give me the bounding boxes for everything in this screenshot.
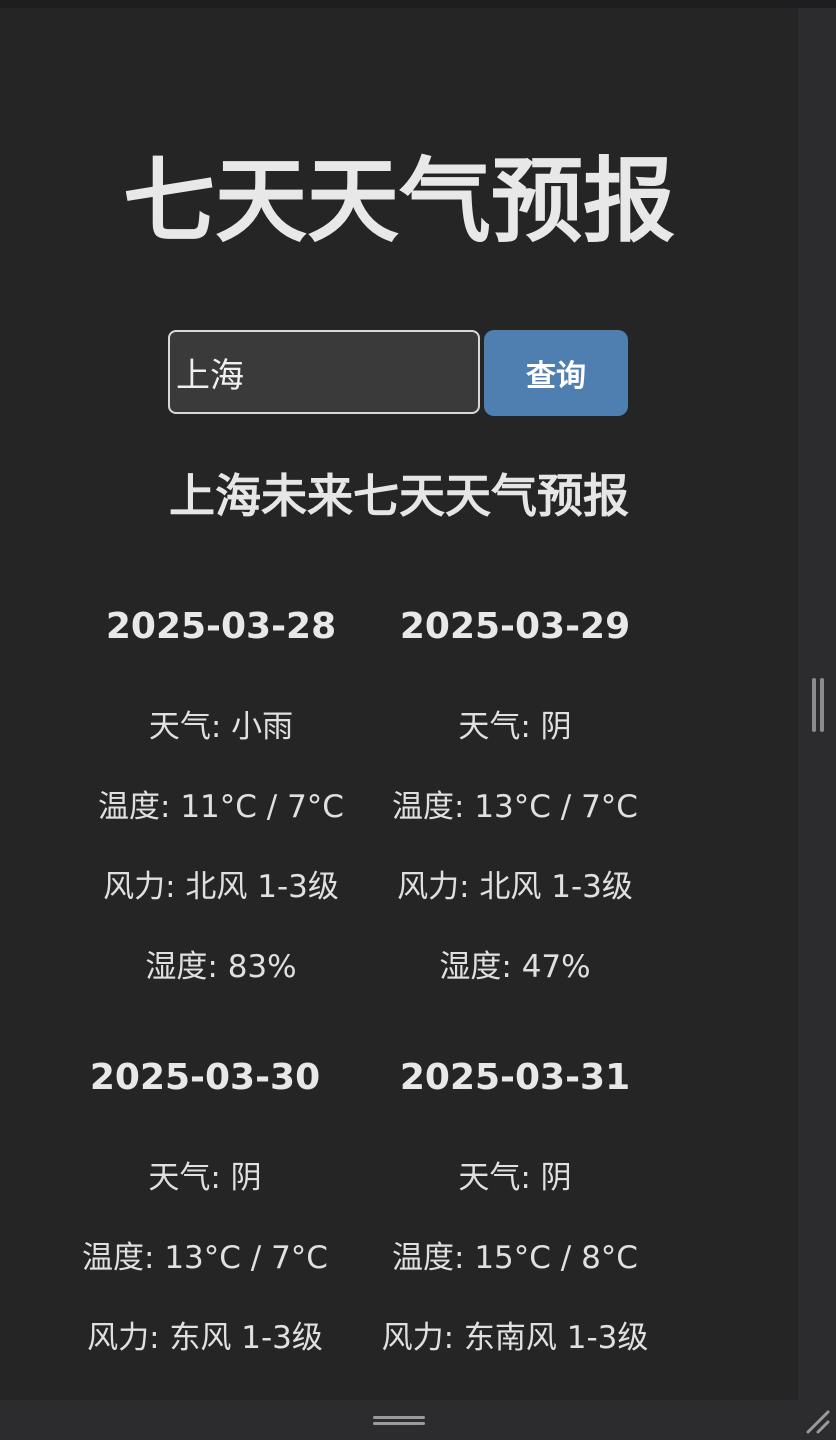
page-title: 七天天气预报 [122, 148, 675, 255]
forecast-card: 2025-03-30 天气: 阴 温度: 13°C / 7°C 风力: 东风 1… [55, 1048, 355, 1400]
resize-corner-icon[interactable] [804, 1408, 832, 1436]
forecast-weather: 天气: 小雨 [148, 709, 294, 745]
forecast-humidity: 湿度: 60% [365, 1378, 665, 1400]
forecast-card: 2025-03-28 天气: 小雨 温度: 11°C / 7°C 风力: 北风 … [71, 597, 371, 1007]
forecast-humidity: 湿度: 47% [439, 949, 591, 985]
forecast-date: 2025-03-30 [89, 1057, 321, 1098]
forecast-weather: 天气: 阴 [458, 1160, 572, 1196]
forecast-humidity: 湿度: 83% [145, 949, 297, 985]
forecast-card: 2025-03-29 天气: 阴 温度: 13°C / 7°C 风力: 北风 1… [365, 597, 665, 1007]
forecast-weather: 天气: 阴 [458, 709, 572, 745]
forecast-temperature: 温度: 13°C / 7°C [392, 789, 638, 825]
window-top-edge [0, 0, 836, 8]
query-button[interactable]: 查询 [484, 330, 628, 416]
bottom-toolbar [0, 1400, 836, 1440]
forecast-date: 2025-03-28 [105, 606, 337, 647]
forecast-date: 2025-03-31 [399, 1057, 631, 1098]
forecast-wind: 风力: 东南风 1-3级 [381, 1320, 649, 1356]
side-panel-rail [798, 8, 836, 1400]
forecast-card: 2025-03-31 天气: 阴 温度: 15°C / 8°C 风力: 东南风 … [365, 1048, 665, 1400]
panel-splitter-handle[interactable] [812, 678, 826, 732]
forecast-wind: 风力: 北风 1-3级 [103, 869, 339, 905]
forecast-wind: 风力: 北风 1-3级 [397, 869, 633, 905]
forecast-humidity: 湿度: 55% [55, 1378, 355, 1400]
forecast-wind: 风力: 东风 1-3级 [87, 1320, 323, 1356]
forecast-weather: 天气: 阴 [148, 1160, 262, 1196]
forecast-heading: 上海未来七天天气预报 [169, 469, 629, 523]
forecast-temperature: 温度: 13°C / 7°C [82, 1240, 328, 1276]
page-viewport: 七天天气预报 查询 上海未来七天天气预报 2025-03-28 天气: 小雨 温… [0, 8, 798, 1400]
forecast-temperature: 温度: 11°C / 7°C [98, 789, 344, 825]
forecast-date: 2025-03-29 [399, 606, 631, 647]
forecast-temperature: 温度: 15°C / 8°C [392, 1240, 638, 1276]
drag-handle-icon[interactable] [373, 1414, 425, 1426]
city-search-input[interactable] [168, 330, 480, 414]
